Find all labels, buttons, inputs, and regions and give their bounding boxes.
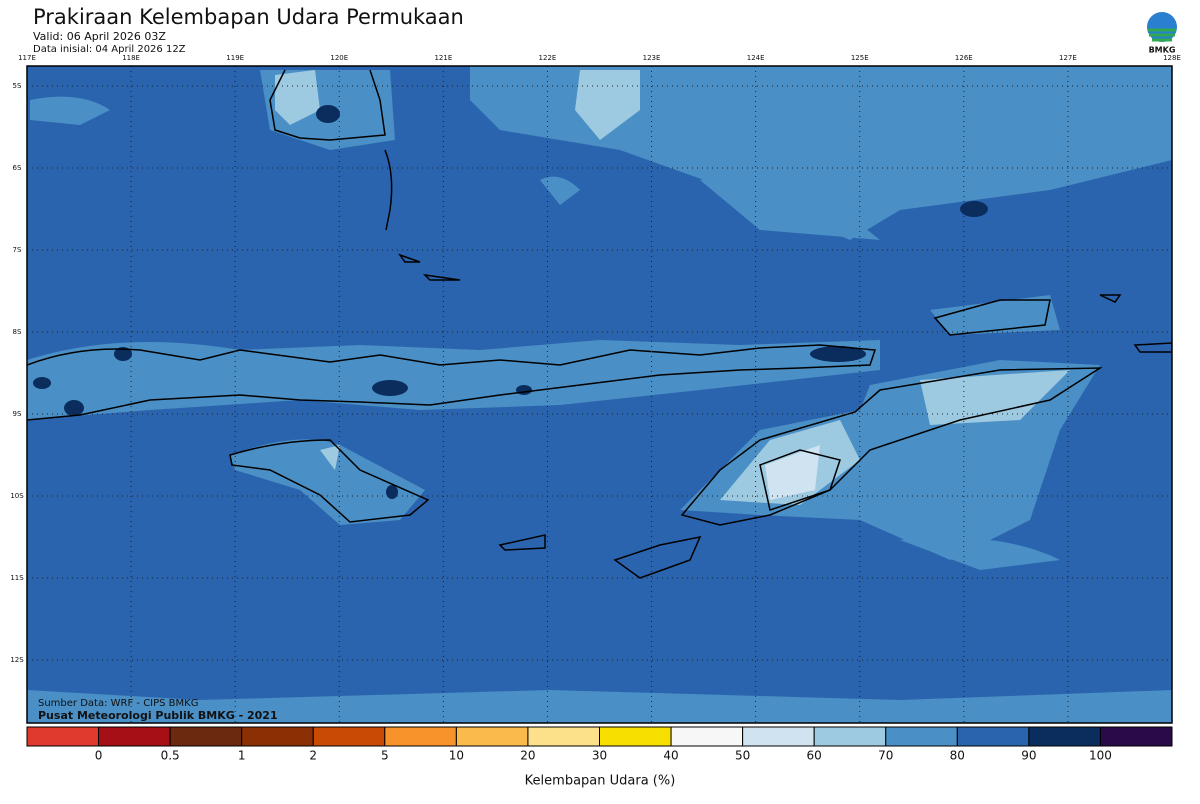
longitude-label: 128E [1163, 54, 1181, 62]
map: Sumber Data: WRF - CIPS BMKG Pusat Meteo… [27, 66, 1172, 723]
latitude-label: 12S [10, 656, 24, 664]
legend-label: 100 [1089, 749, 1112, 763]
legend-swatch [241, 726, 314, 747]
latitude-label: 9S [13, 410, 22, 418]
legend-swatch [1099, 726, 1173, 747]
longitude-label: 118E [122, 54, 140, 62]
legend-label: 5 [381, 749, 389, 763]
map-frame [26, 65, 1173, 724]
latitude-label: 7S [13, 246, 22, 254]
legend-label: 50 [735, 749, 750, 763]
legend-label: 0 [95, 749, 103, 763]
legend-swatch [455, 726, 529, 747]
longitude-label: 122E [539, 54, 557, 62]
logo: BMKG [1147, 12, 1177, 55]
latitude-label: 11S [10, 574, 24, 582]
legend-swatch [26, 726, 100, 747]
longitude-label: 121E [434, 54, 452, 62]
latitude-label: 5S [13, 82, 22, 90]
longitude-label: 123E [643, 54, 661, 62]
legend-label: 1 [238, 749, 246, 763]
legend-label: 30 [592, 749, 607, 763]
legend-swatch [956, 726, 1030, 747]
longitude-label: 119E [226, 54, 244, 62]
logo-text: BMKG [1149, 46, 1176, 55]
legend: 0 0.5 1 2 5 10 20 30 40 50 60 70 80 90 100 [26, 726, 1173, 763]
valid-time: Valid: 06 April 2026 03Z [33, 30, 166, 43]
longitude-label: 127E [1059, 54, 1077, 62]
latitude-label: 10S [10, 492, 24, 500]
legend-label: 0.5 [161, 749, 180, 763]
latitude-label: 8S [13, 328, 22, 336]
legend-label: 10 [449, 749, 464, 763]
legend-swatch [742, 726, 815, 747]
credit-note: Pusat Meteorologi Publik BMKG - 2021 [38, 709, 278, 722]
legend-swatch [670, 726, 744, 747]
longitude-label: 117E [18, 54, 36, 62]
legend-swatch [599, 726, 672, 747]
legend-label: 40 [663, 749, 678, 763]
grid [27, 66, 1172, 723]
source-note: Sumber Data: WRF - CIPS BMKG [38, 698, 198, 709]
longitude-label: 126E [955, 54, 973, 62]
legend-swatch [98, 726, 171, 747]
legend-swatch [527, 726, 600, 747]
legend-label: 90 [1021, 749, 1036, 763]
legend-label: 70 [878, 749, 893, 763]
legend-swatch [1028, 726, 1101, 747]
legend-swatch [384, 726, 457, 747]
initial-time: Data inisial: 04 April 2026 12Z [33, 44, 186, 55]
latitude-label: 6S [13, 164, 22, 172]
legend-title: Kelembapan Udara (%) [525, 774, 676, 789]
legend-swatch [312, 726, 386, 747]
longitude-label: 125E [851, 54, 869, 62]
legend-label: 60 [807, 749, 822, 763]
legend-label: 2 [309, 749, 317, 763]
title: Prakiraan Kelembapan Udara Permukaan [33, 5, 464, 29]
legend-label: 80 [950, 749, 965, 763]
longitude-label: 124E [747, 54, 765, 62]
axis-labels: 117E 118E 119E 120E 121E 122E 123E 124E 125E 126E… [10, 54, 1181, 664]
longitude-label: 120E [330, 54, 348, 62]
legend-swatch [813, 726, 887, 747]
legend-swatch [169, 726, 243, 747]
legend-label: 20 [520, 749, 535, 763]
legend-swatch [885, 726, 958, 747]
